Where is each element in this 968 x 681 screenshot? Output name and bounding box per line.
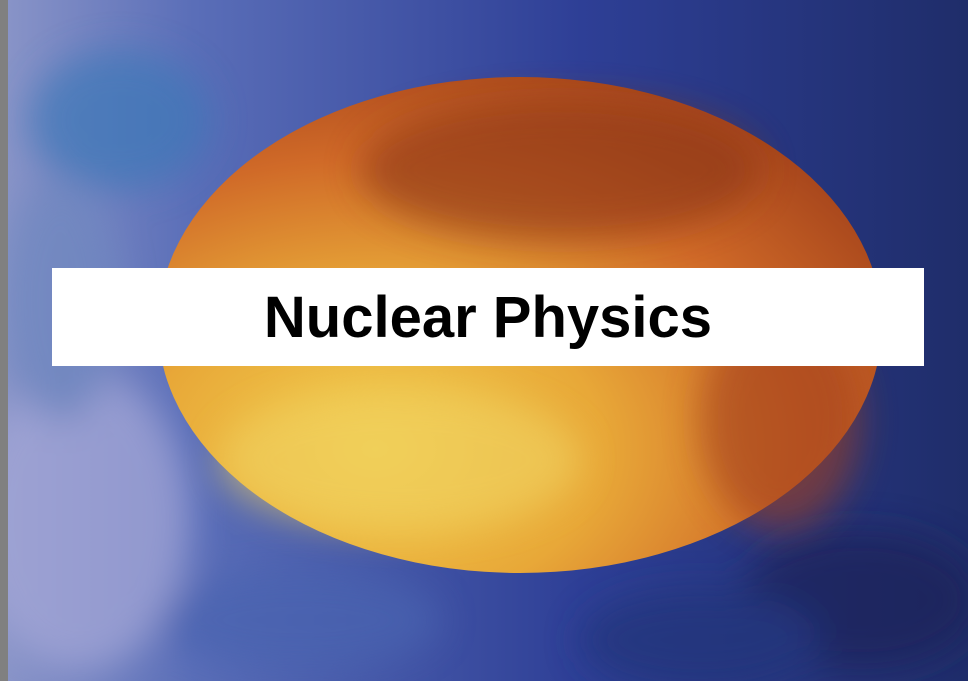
slide-title: Nuclear Physics xyxy=(263,284,713,350)
title-box: Nuclear Physics xyxy=(52,268,924,366)
